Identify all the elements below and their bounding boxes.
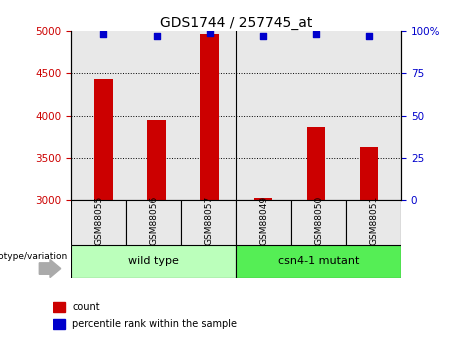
Text: GSM88055: GSM88055 — [95, 196, 103, 245]
Bar — [201, 34, 219, 200]
Text: GSM88050: GSM88050 — [314, 196, 323, 245]
Bar — [236, 245, 401, 278]
Text: GSM88056: GSM88056 — [149, 196, 159, 245]
Text: GSM88049: GSM88049 — [259, 196, 268, 245]
Text: GSM88051: GSM88051 — [369, 196, 378, 245]
Text: percentile rank within the sample: percentile rank within the sample — [72, 319, 237, 329]
Text: csn4-1 mutant: csn4-1 mutant — [278, 256, 360, 266]
Bar — [71, 245, 236, 278]
Bar — [53, 319, 65, 329]
Point — [312, 32, 319, 37]
Bar — [94, 79, 112, 200]
Title: GDS1744 / 257745_at: GDS1744 / 257745_at — [160, 16, 313, 30]
Bar — [53, 302, 65, 312]
Bar — [360, 147, 378, 200]
Point — [366, 33, 373, 39]
Point — [259, 33, 266, 39]
Bar — [181, 200, 236, 245]
Bar — [236, 200, 291, 245]
Point — [206, 30, 213, 36]
Bar — [291, 200, 346, 245]
Text: genotype/variation: genotype/variation — [0, 252, 68, 261]
Bar — [71, 200, 126, 245]
FancyArrow shape — [39, 259, 61, 278]
Text: GSM88057: GSM88057 — [204, 196, 213, 245]
Bar — [254, 198, 272, 200]
Text: count: count — [72, 302, 100, 312]
Bar — [307, 127, 325, 200]
Text: wild type: wild type — [129, 256, 179, 266]
Point — [100, 32, 107, 37]
Bar — [126, 200, 181, 245]
Point — [153, 33, 160, 39]
Bar — [346, 200, 401, 245]
Bar — [147, 120, 166, 200]
